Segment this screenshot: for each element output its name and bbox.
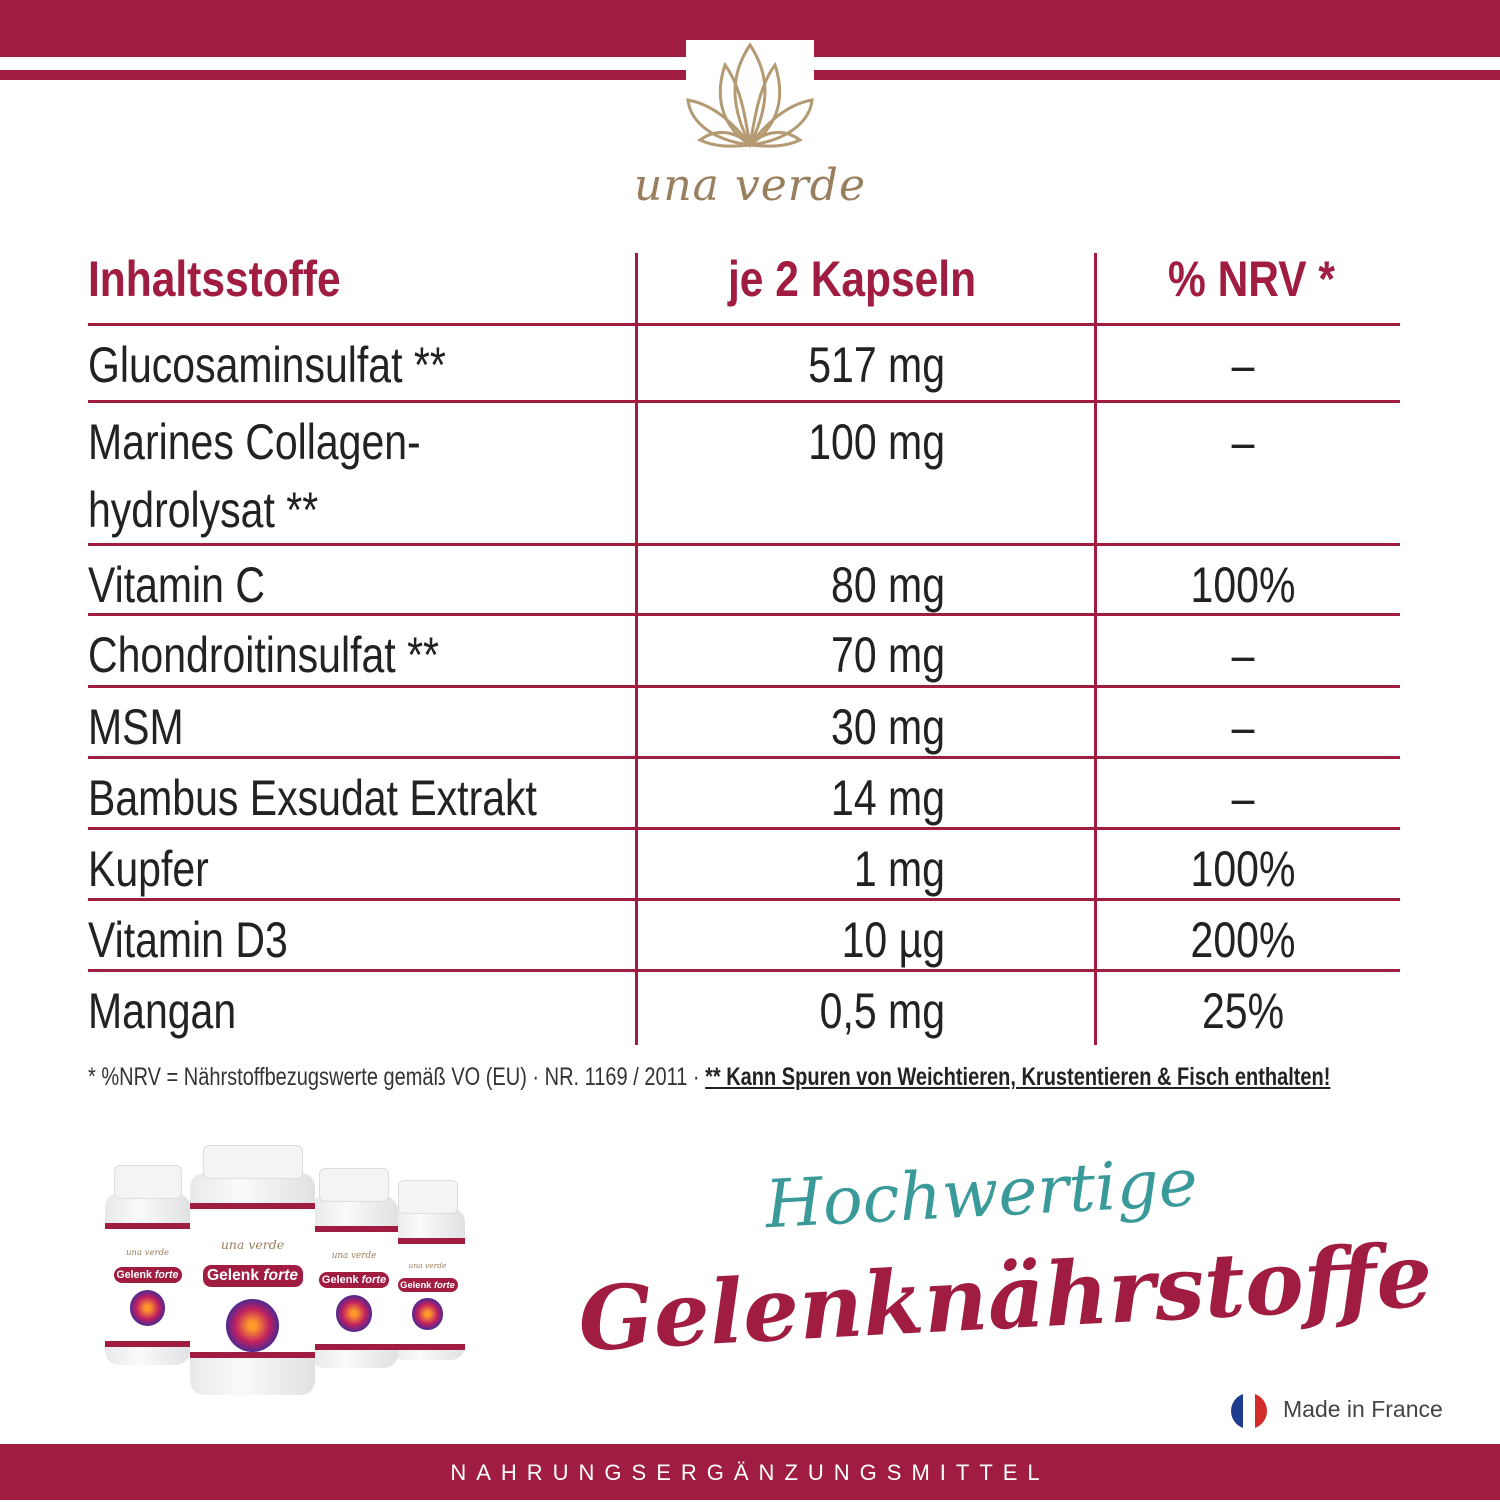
- bottle: una verde Gelenk forte: [390, 1208, 465, 1360]
- cell-amount: 80 mg: [831, 557, 945, 613]
- cell-name: Chondroitinsulfat **: [88, 627, 439, 683]
- cell-nrv: 25%: [1201, 983, 1285, 1039]
- row-divider: [88, 685, 1400, 688]
- cell-nrv: –: [1231, 627, 1255, 683]
- bottle-product-name: Gelenk forte: [397, 1277, 458, 1292]
- joint-icon: [335, 1295, 373, 1333]
- cell-name2: hydrolysat **: [88, 482, 319, 538]
- bottle-product-name: Gelenk forte: [318, 1271, 390, 1288]
- cell-amount: 14 mg: [831, 770, 945, 826]
- header-nrv: % NRV *: [1168, 251, 1335, 307]
- bottle-product-name: Gelenk forte: [113, 1267, 182, 1284]
- row-divider: [88, 400, 1400, 403]
- row-divider: [88, 969, 1400, 972]
- bottle-cap: [318, 1168, 390, 1202]
- lotus-logo-icon: [686, 42, 814, 149]
- row-divider: [88, 756, 1400, 759]
- bottle-product-name: Gelenk forte: [202, 1265, 303, 1288]
- cell-name: Mangan: [88, 983, 237, 1039]
- row-divider: [88, 898, 1400, 901]
- bottle: una verde Gelenk forte: [105, 1193, 190, 1365]
- cell-nrv: –: [1231, 337, 1255, 393]
- bottle-cap: [397, 1180, 458, 1214]
- cell-name: Vitamin D3: [88, 912, 288, 968]
- bottle-brand: una verde: [408, 1260, 447, 1270]
- cell-name: Vitamin C: [88, 557, 265, 613]
- joint-icon: [411, 1298, 444, 1330]
- bottle-brand: una verde: [220, 1236, 285, 1252]
- footer-band: NAHRUNGSERGÄNZUNGSMITTEL: [0, 1444, 1500, 1500]
- product-bottles: una verde Gelenk forte una verde Gelenk for…: [105, 1140, 475, 1400]
- header-ingredients: Inhaltsstoffe: [88, 251, 341, 307]
- cell-amount: 100 mg: [808, 414, 945, 470]
- cell-amount: 517 mg: [808, 337, 945, 393]
- row-divider: [88, 827, 1400, 830]
- ingredients-table: Inhaltsstoffe je 2 Kapseln % NRV * Gluco…: [88, 245, 1400, 1045]
- footnote: * %NRV = Nährstoffbezugswerte gemäß VO (…: [88, 1063, 1331, 1091]
- cell-nrv: 100%: [1190, 557, 1296, 613]
- cell-name: Glucosaminsulfat **: [88, 337, 446, 393]
- row-divider: [88, 543, 1400, 546]
- brand-name: una verde: [633, 160, 867, 211]
- cell-amount: 1 mg: [853, 841, 945, 897]
- bottle-brand: una verde: [125, 1247, 170, 1258]
- bottle: una verde Gelenk forte: [190, 1173, 315, 1395]
- row-divider: [88, 613, 1400, 616]
- cell-nrv: –: [1231, 770, 1255, 826]
- cell-amount: 30 mg: [831, 699, 945, 755]
- headline-line1: Hochwertige: [763, 1143, 1200, 1244]
- header-amount: je 2 Kapseln: [728, 251, 977, 307]
- cell-amount: 70 mg: [831, 627, 945, 683]
- bottle-cap: [202, 1145, 303, 1179]
- cell-amount: 10 µg: [841, 912, 945, 968]
- cell-amount: 0,5 mg: [819, 983, 945, 1039]
- cell-nrv: 200%: [1190, 912, 1296, 968]
- joint-icon: [226, 1299, 279, 1352]
- allergen-warning: ** Kann Spuren von Weichtieren, Krustent…: [705, 1063, 1331, 1091]
- cell-name: Marines Collagen-: [88, 414, 421, 470]
- bottle-brand: una verde: [331, 1251, 377, 1262]
- french-flag-icon: [1231, 1393, 1267, 1429]
- cell-name: Bambus Exsudat Extrakt: [88, 770, 537, 826]
- bottle-cap: [113, 1165, 182, 1199]
- cell-name: Kupfer: [88, 841, 209, 897]
- cell-name: MSM: [88, 699, 184, 755]
- headline-line2: Gelenknährstoffe: [575, 1222, 1435, 1372]
- bottle: una verde Gelenk forte: [310, 1196, 398, 1368]
- cell-nrv: 100%: [1190, 841, 1296, 897]
- cell-nrv: –: [1231, 414, 1255, 470]
- cell-nrv: –: [1231, 699, 1255, 755]
- made-in-label: Made in France: [1283, 1396, 1443, 1422]
- joint-icon: [129, 1290, 166, 1326]
- row-divider: [88, 323, 1400, 326]
